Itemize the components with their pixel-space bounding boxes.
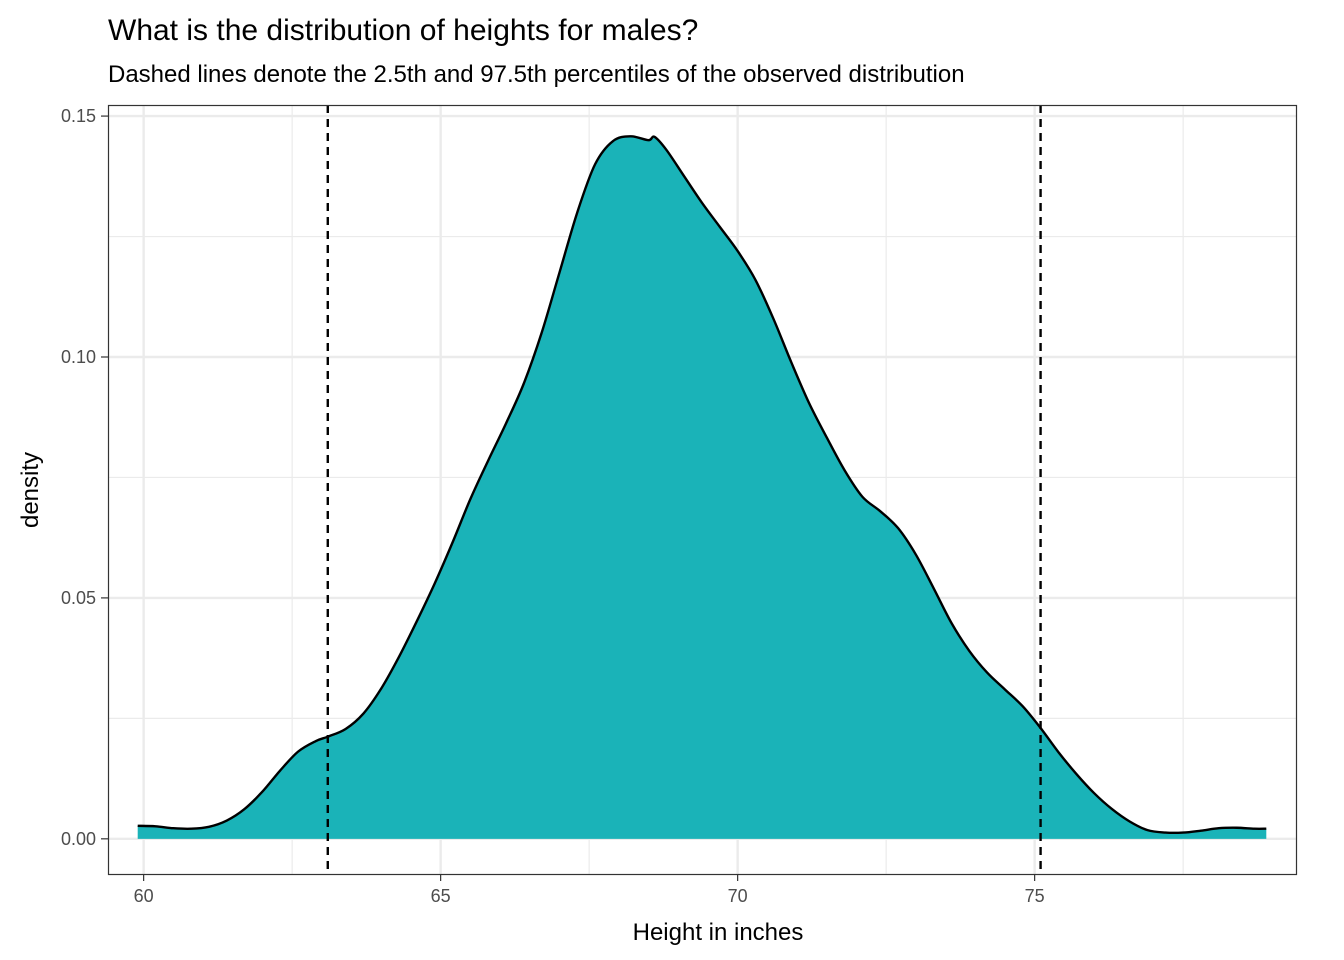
y-axis-title: density <box>17 452 44 528</box>
y-axis: 0.00 0.05 0.10 0.15 <box>61 106 108 849</box>
y-tick-label: 0.00 <box>61 829 96 849</box>
y-tick-label: 0.15 <box>61 106 96 126</box>
x-axis: 60 65 70 75 <box>134 874 1045 906</box>
x-tick-label: 65 <box>431 886 451 906</box>
x-tick-label: 75 <box>1025 886 1045 906</box>
x-axis-title: Height in inches <box>633 919 804 946</box>
density-area <box>137 136 1267 839</box>
y-tick-label: 0.10 <box>61 347 96 367</box>
percentile-lines <box>326 105 1042 874</box>
x-tick-label: 70 <box>728 886 748 906</box>
chart-title: What is the distribution of heights for … <box>108 14 698 47</box>
y-tick-label: 0.05 <box>61 588 96 608</box>
chart-subtitle: Dashed lines denote the 2.5th and 97.5th… <box>108 61 965 88</box>
x-tick-label: 60 <box>134 886 154 906</box>
panel-border <box>107 104 1298 876</box>
